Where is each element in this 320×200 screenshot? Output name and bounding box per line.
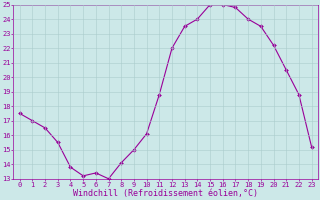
X-axis label: Windchill (Refroidissement éolien,°C): Windchill (Refroidissement éolien,°C) <box>73 189 258 198</box>
